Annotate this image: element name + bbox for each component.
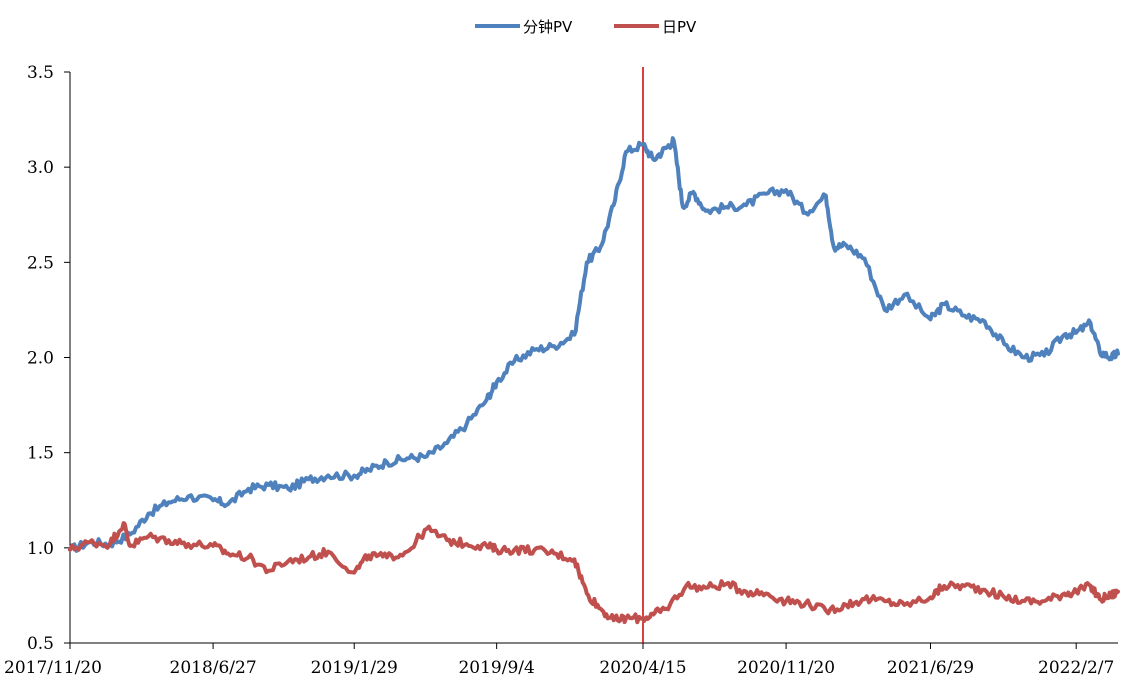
x-tick-label: 2019/1/29 bbox=[311, 658, 398, 678]
y-tick-label: 1.0 bbox=[27, 539, 54, 559]
axes bbox=[69, 72, 1118, 644]
legend: 分钟PV 日PV bbox=[475, 18, 697, 36]
y-tick-label: 2.0 bbox=[27, 349, 54, 369]
y-tick-label: 1.5 bbox=[27, 444, 54, 464]
x-tick-label: 2019/9/4 bbox=[458, 658, 534, 678]
series-line-1 bbox=[68, 136, 1120, 553]
x-tick-label: 2022/2/7 bbox=[1038, 658, 1114, 678]
y-tick-label: 3.0 bbox=[27, 158, 54, 178]
legend-label-1: 分钟PV bbox=[523, 18, 573, 36]
y-axis-ticks: 0.5 1.0 1.5 2.0 2.5 3.0 3.5 bbox=[27, 63, 70, 654]
x-tick-label: 2021/6/29 bbox=[887, 658, 974, 678]
x-tick-label: 2018/6/27 bbox=[170, 658, 257, 678]
x-tick-label: 2020/4/15 bbox=[599, 658, 686, 678]
y-tick-label: 3.5 bbox=[27, 63, 54, 83]
x-tick-label: 2020/11/20 bbox=[737, 658, 835, 678]
x-tick-label: 2017/11/20 bbox=[4, 658, 102, 678]
y-tick-label: 2.5 bbox=[27, 253, 54, 273]
legend-label-2: 日PV bbox=[662, 18, 697, 36]
y-tick-label: 0.5 bbox=[27, 634, 54, 654]
series-lines bbox=[68, 136, 1120, 625]
series-line-2 bbox=[68, 521, 1120, 625]
x-axis-ticks: 2017/11/20 2018/6/27 2019/1/29 2019/9/4 2020… bbox=[4, 643, 1114, 678]
